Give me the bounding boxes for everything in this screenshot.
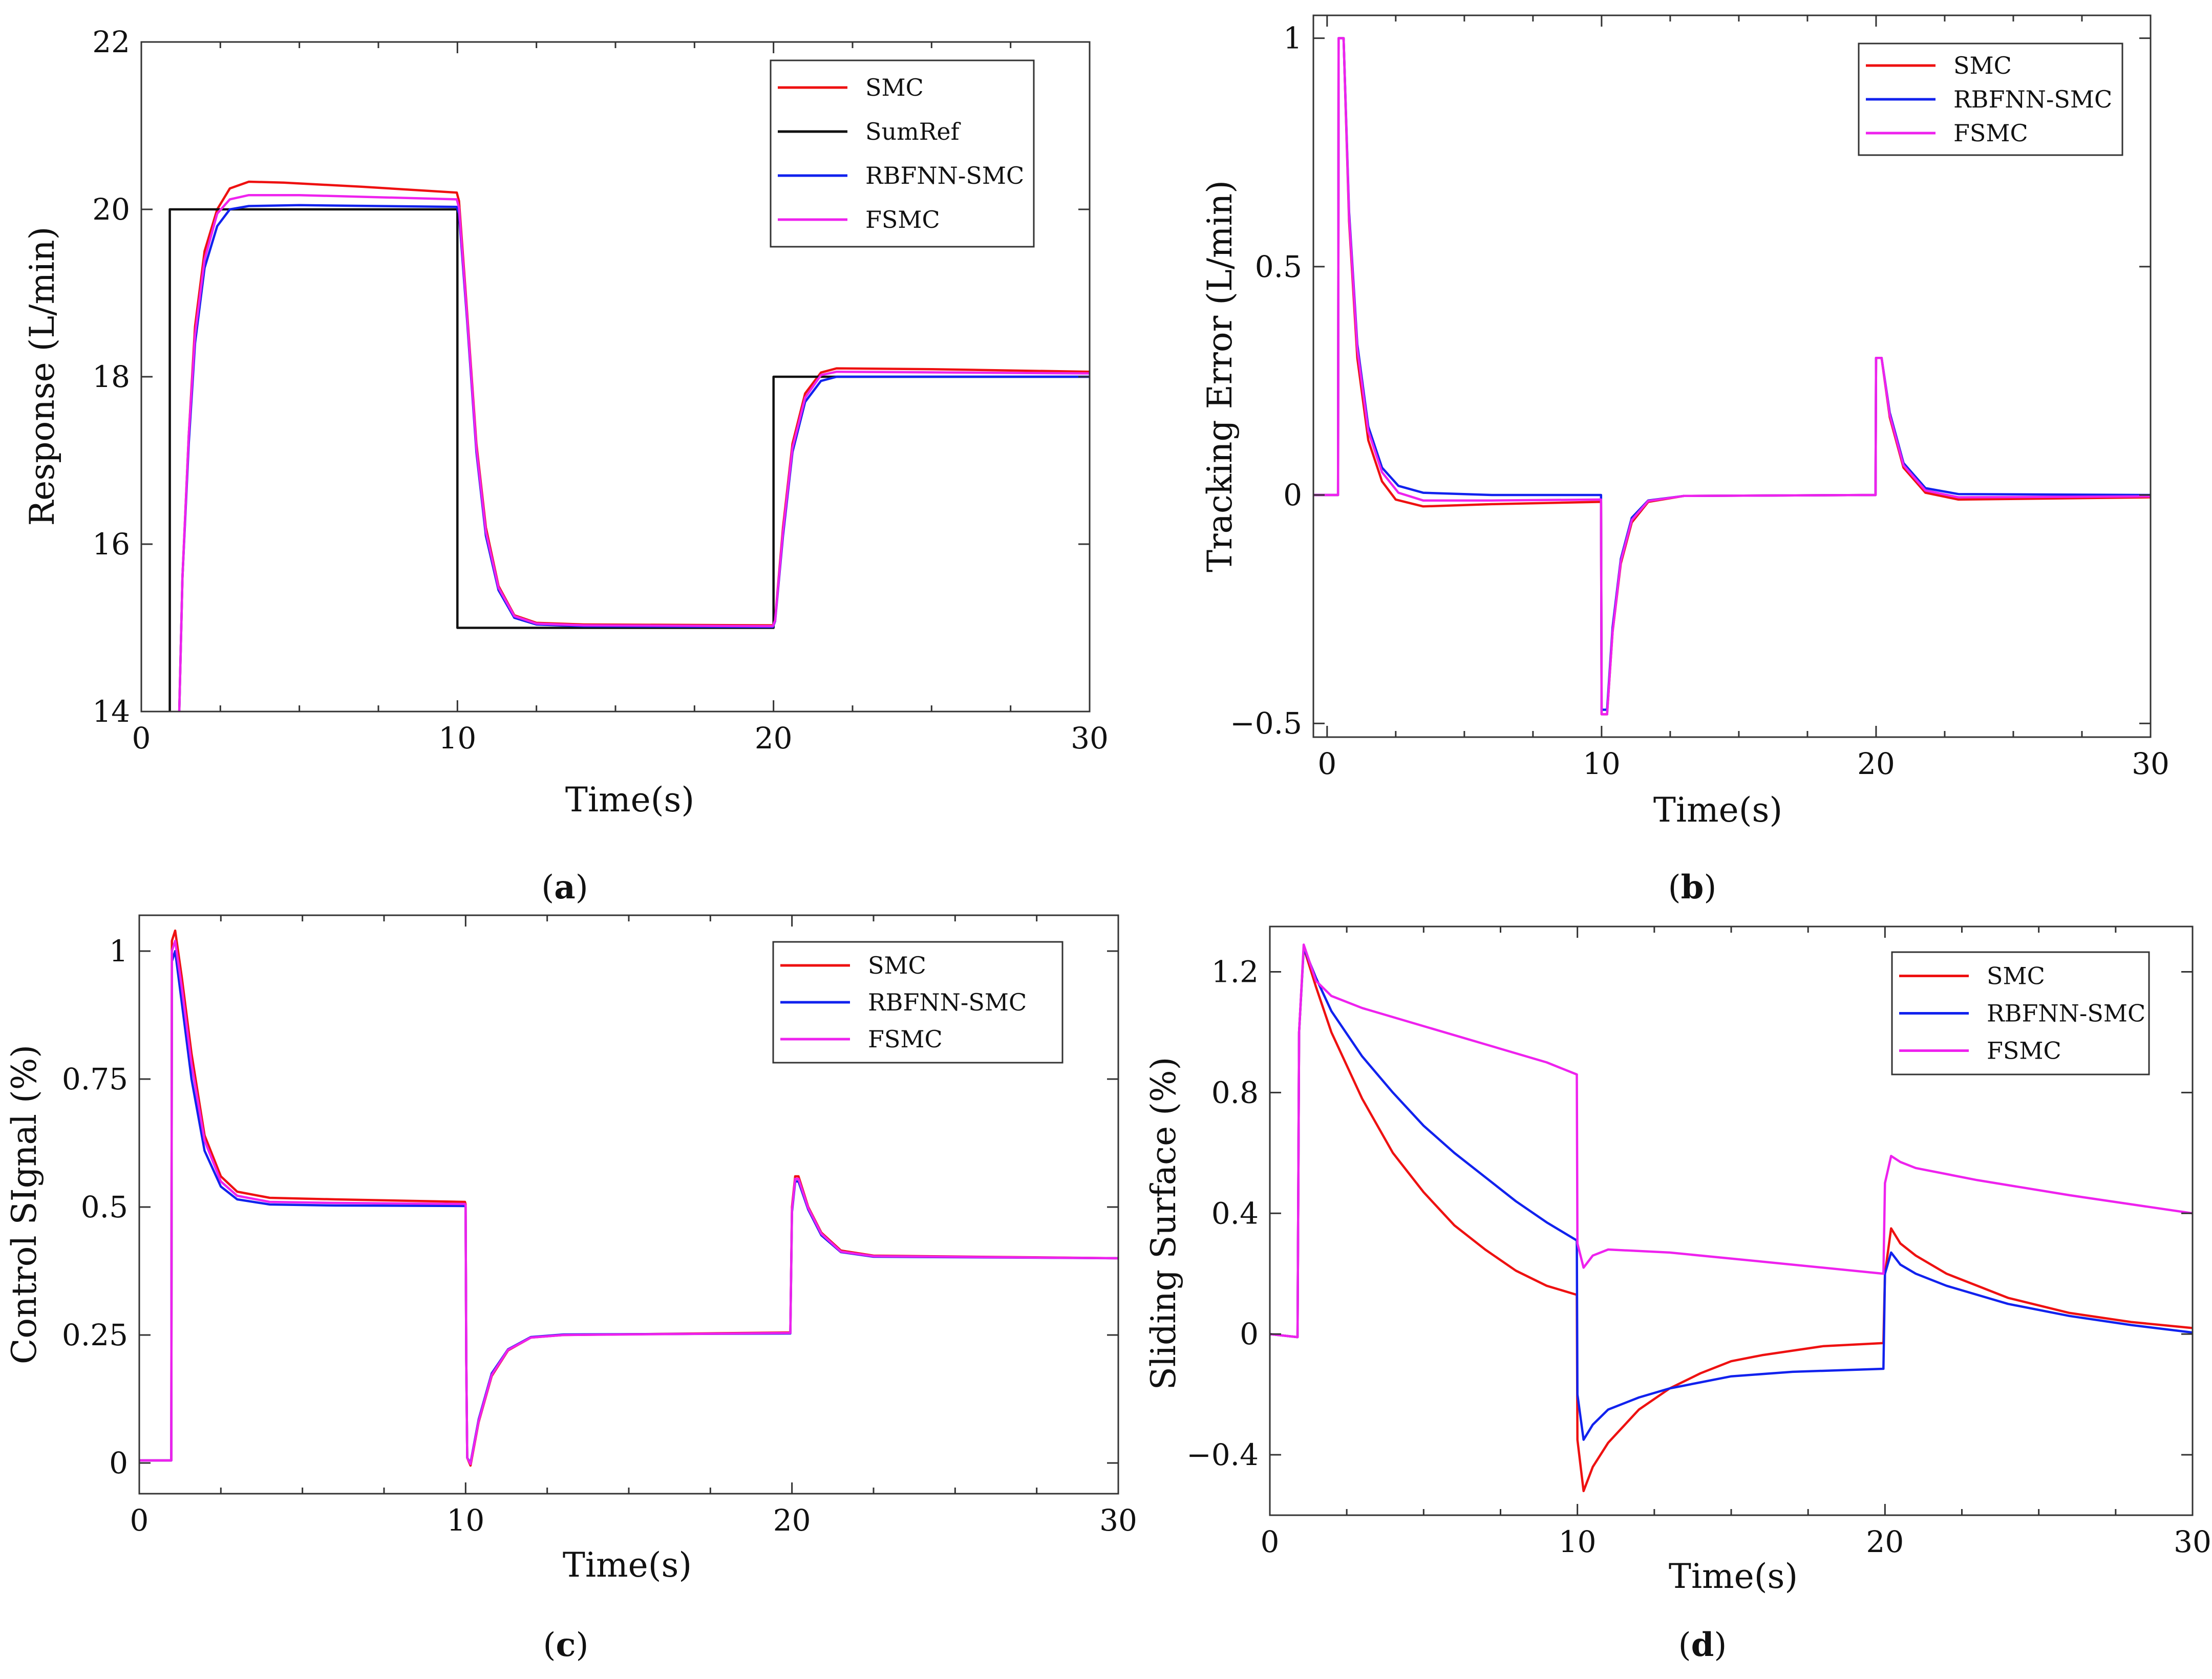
- legend-label: SMC: [865, 74, 924, 101]
- y-tick-label: 16: [92, 527, 130, 562]
- legend-label: RBFNN-SMC: [1953, 85, 2112, 113]
- x-tick-label: 0: [130, 1503, 149, 1538]
- x-tick-label: 10: [1583, 746, 1621, 781]
- x-tick-label: 20: [773, 1503, 811, 1538]
- x-axis-label: Time(s): [563, 1545, 692, 1585]
- y-tick-label: 0: [1283, 478, 1302, 512]
- panel-caption: (c): [543, 1626, 589, 1664]
- y-axis-label: Tracking Error (L/min): [1200, 180, 1240, 572]
- legend-label: RBFNN-SMC: [865, 162, 1024, 189]
- series-line-rbfnn-smc: [1270, 946, 2193, 1441]
- legend-label: FSMC: [868, 1025, 943, 1053]
- legend: SMC RBFNN-SMC FSMC: [772, 941, 1064, 1064]
- legend-label: SMC: [1953, 52, 2012, 79]
- x-axis-label: Time(s): [1653, 790, 1782, 830]
- chart-panel-a: 0 10 20 30 14 16 18 20 22 Time(s) Response (L/min)…: [23, 25, 1109, 907]
- legend-label: RBFNN-SMC: [868, 988, 1027, 1016]
- x-tick-label: 30: [2132, 746, 2170, 781]
- y-tick-label: −0.5: [1230, 706, 1302, 741]
- x-tick-label: 0: [1317, 746, 1336, 781]
- x-tick-label: 30: [2174, 1524, 2211, 1559]
- series-group: [168, 180, 1090, 712]
- x-tick-label: 20: [755, 721, 793, 756]
- y-tick-label: 18: [92, 359, 130, 394]
- y-tick-label: 1.2: [1211, 954, 1259, 989]
- legend-label: SMC: [1987, 962, 2045, 990]
- x-tick-label: 0: [132, 721, 151, 756]
- plot-frame: [1312, 14, 2152, 738]
- legend-label: FSMC: [865, 206, 940, 233]
- legend: SMC RBFNN-SMC FSMC: [1858, 42, 2123, 156]
- panel-caption: (b): [1668, 868, 1717, 907]
- y-tick-label: 0: [109, 1446, 128, 1480]
- x-tick-label: 30: [1099, 1503, 1137, 1538]
- legend-label: RBFNN-SMC: [1987, 1000, 2145, 1027]
- legend-label: SMC: [868, 952, 926, 979]
- y-tick-label: 1: [1283, 21, 1302, 56]
- x-tick-label: 30: [1071, 721, 1109, 756]
- panel-caption: (d): [1678, 1626, 1727, 1664]
- y-tick-label: 0.25: [62, 1318, 128, 1352]
- x-axis-label: Time(s): [565, 780, 694, 820]
- y-tick-label: 0: [1240, 1317, 1259, 1351]
- chart-panel-d: 0 10 20 30 −0.4 0 0.4 0.8 1.2 Time(s) Sliding Surf…: [1144, 925, 2211, 1664]
- y-tick-label: 1: [109, 934, 128, 968]
- legend-label: FSMC: [1987, 1037, 2061, 1065]
- legend-label: SumRef: [865, 118, 961, 145]
- y-tick-label: −0.4: [1186, 1437, 1259, 1472]
- x-tick-label: 10: [446, 1503, 484, 1538]
- chart-panel-c: 0 10 20 30 0 0.25 0.5 0.75 1 Time(s) Control SIgna…: [5, 914, 1137, 1664]
- y-tick-label: 22: [92, 25, 130, 59]
- y-tick-label: 0.4: [1211, 1196, 1259, 1231]
- legend-label: FSMC: [1953, 119, 2028, 147]
- series-line-smc: [178, 180, 1090, 712]
- y-tick-label: 20: [92, 192, 130, 227]
- legend-box: [770, 59, 1035, 248]
- panel-caption: (a): [541, 868, 588, 907]
- series-line-fsmc: [178, 193, 1090, 712]
- series-line-sumref: [168, 208, 1090, 712]
- series-line-fsmc: [1270, 943, 2193, 1339]
- x-tick-label: 20: [1857, 746, 1895, 781]
- x-tick-label: 10: [438, 721, 476, 756]
- x-tick-label: 0: [1261, 1524, 1280, 1559]
- x-axis-label: Time(s): [1669, 1557, 1798, 1596]
- series-group: [139, 929, 1118, 1467]
- y-tick-label: 0.8: [1211, 1075, 1259, 1110]
- y-axis-label: Sliding Surface (%): [1144, 1057, 1183, 1390]
- y-tick-label: 0.5: [1255, 249, 1302, 284]
- y-tick-label: 14: [92, 694, 130, 729]
- series-line-smc: [1270, 946, 2193, 1493]
- y-tick-label: 0.75: [62, 1062, 128, 1096]
- x-tick-label: 10: [1559, 1524, 1597, 1559]
- legend: SMC RBFNN-SMC FSMC: [1891, 951, 2150, 1075]
- y-axis-label: Response (L/min): [23, 227, 62, 526]
- series-group: [1270, 943, 2193, 1493]
- y-axis-label: Control SIgnal (%): [5, 1045, 44, 1364]
- series-group: [1313, 37, 2151, 716]
- series-line-rbfnn-smc: [178, 204, 1090, 712]
- series-line-fsmc: [139, 939, 1118, 1466]
- series-line-fsmc: [1313, 37, 2151, 716]
- y-tick-label: 0.5: [81, 1190, 128, 1224]
- x-tick-label: 20: [1866, 1524, 1904, 1559]
- chart-panel-b: 0 10 20 30 −0.5 0 0.5 1 Time(s) Tracking Error (L…: [1200, 14, 2170, 907]
- legend: SMC SumRef RBFNN-SMC FSMC: [770, 59, 1035, 248]
